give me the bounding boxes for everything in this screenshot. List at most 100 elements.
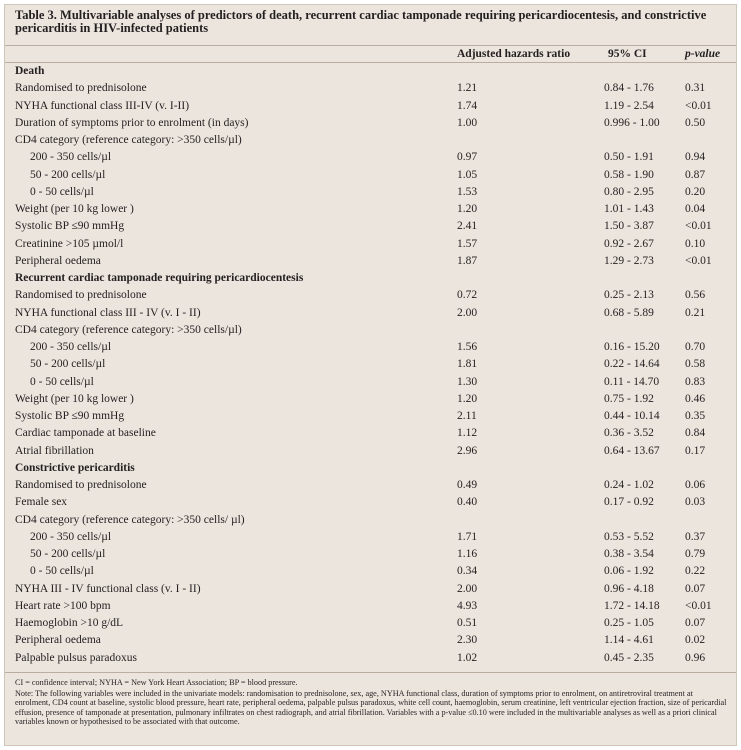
confidence-interval-cell: 0.64 - 13.67 (604, 444, 660, 457)
table-row: 50 - 200 cells/µl 1.81 0.22 - 14.64 0.58 (5, 356, 736, 373)
table-row: 50 - 200 cells/µl 1.16 0.38 - 3.54 0.79 (5, 546, 736, 563)
row-label: 0 - 50 cells/µl (30, 565, 94, 578)
p-value-cell: 0.37 (685, 530, 706, 543)
hazard-ratio-cell: 1.02 (457, 651, 478, 664)
table-row: 200 - 350 cells/µl 1.71 0.53 - 5.52 0.37 (5, 529, 736, 546)
confidence-interval-cell: 0.44 - 10.14 (604, 410, 660, 422)
p-value-cell: 0.06 (685, 479, 706, 491)
table-row: 200 - 350 cells/µl 1.56 0.16 - 15.20 0.70 (5, 339, 736, 356)
table-row: Haemoglobin >10 g/dL 0.51 0.25 - 1.05 0.07 (5, 615, 736, 632)
p-value-cell: 0.20 (685, 185, 706, 198)
row-label: Randomised to prednisolone (15, 82, 147, 95)
confidence-interval-cell: 0.53 - 5.52 (604, 530, 654, 543)
table-row: CD4 category (reference category: >350 c… (5, 322, 736, 339)
confidence-interval-cell: 1.50 - 3.87 (604, 220, 654, 233)
confidence-interval-cell: 0.11 - 14.70 (604, 375, 660, 388)
p-value-cell: 0.58 (685, 358, 706, 371)
methods-note: Note: The following variables were inclu… (15, 688, 727, 727)
table-row: Cardiac tamponade at baseline 1.12 0.36 - … (5, 425, 736, 442)
row-label: Randomised to prednisolone (15, 479, 147, 491)
table-row: 0 - 50 cells/µl 1.30 0.11 - 14.70 0.83 (5, 374, 736, 391)
confidence-interval-cell: 1.72 - 14.18 (604, 599, 660, 612)
p-value-cell: 0.84 (685, 427, 706, 440)
row-label: CD4 category (reference category: >350 c… (15, 323, 242, 336)
p-value-cell: 0.87 (685, 168, 706, 181)
table-row: Female sex 0.40 0.17 - 0.92 0.03 (5, 494, 736, 511)
p-value-cell: 0.07 (685, 582, 706, 595)
row-label: 0 - 50 cells/µl (30, 375, 94, 388)
row-label: Systolic BP ≤90 mmHg (15, 410, 125, 422)
p-value-cell: 0.31 (685, 82, 706, 95)
row-label: Atrial fibrillation (15, 444, 94, 457)
hazard-ratio-cell: 1.21 (457, 82, 478, 95)
table-row: NYHA functional class III-IV (v. I-II) 1.… (5, 98, 736, 115)
p-value-cell: 0.79 (685, 548, 706, 560)
hazard-ratio-cell: 0.51 (457, 617, 478, 629)
table-row: Randomised to prednisolone 0.72 0.25 - 2.1… (5, 287, 736, 304)
confidence-interval-cell: 0.17 - 0.92 (604, 496, 654, 509)
hazard-ratio-cell: 0.49 (457, 479, 478, 491)
table-row: CD4 category (reference category: >350 c… (5, 132, 736, 149)
confidence-interval-cell: 0.96 - 4.18 (604, 582, 654, 595)
hazard-ratio-cell: 0.97 (457, 151, 478, 164)
confidence-interval-cell: 0.68 - 5.89 (604, 306, 654, 319)
confidence-interval-cell: 0.50 - 1.91 (604, 151, 654, 164)
confidence-interval-cell: 1.29 - 2.73 (604, 254, 654, 267)
table-row: Heart rate >100 bpm 4.93 1.72 - 14.18 <0.01 (5, 598, 736, 615)
p-value-cell: <0.01 (685, 254, 712, 267)
table-row: Systolic BP ≤90 mmHg 2.11 0.44 - 10.14 0.35 (5, 408, 736, 425)
row-label: NYHA III - IV functional class (v. I - I… (15, 582, 201, 595)
header-bottom-divider (5, 62, 736, 63)
table-body: Death Randomised to prednisolone 1.21 0.84 … (5, 63, 736, 667)
hazard-ratio-cell: 4.93 (457, 599, 478, 612)
row-label: Death (15, 65, 45, 77)
p-value-cell: 0.46 (685, 392, 706, 405)
table-row: Systolic BP ≤90 mmHg 2.41 1.50 - 3.87 <0.01 (5, 218, 736, 235)
p-value-cell: 0.22 (685, 565, 706, 578)
hazard-ratio-cell: 2.00 (457, 582, 478, 595)
row-label: Female sex (15, 496, 68, 509)
column-header-ci: 95% CI (608, 48, 647, 60)
row-label: Peripheral oedema (15, 634, 101, 647)
abbreviations-note: CI = confidence interval; NYHA = New Yor… (15, 678, 298, 687)
hazard-ratio-cell: 1.87 (457, 254, 478, 267)
p-value-cell: 0.96 (685, 651, 706, 664)
hazard-ratio-cell: 0.72 (457, 289, 478, 302)
confidence-interval-cell: 0.58 - 1.90 (604, 168, 654, 181)
confidence-interval-cell: 0.06 - 1.92 (604, 565, 654, 578)
row-label: Recurrent cardiac tamponade requiring pe… (15, 272, 304, 284)
row-label: Weight (per 10 kg lower ) (15, 203, 134, 215)
confidence-interval-cell: 0.25 - 2.13 (604, 289, 654, 302)
confidence-interval-cell: 0.24 - 1.02 (604, 479, 654, 491)
hazard-ratio-cell: 1.30 (457, 375, 478, 388)
table-row: CD4 category (reference category: >350 c… (5, 512, 736, 529)
row-label: NYHA functional class III-IV (v. I-II) (15, 99, 190, 112)
table-row: Peripheral oedema 2.30 1.14 - 4.61 0.02 (5, 632, 736, 649)
p-value-cell: 0.70 (685, 341, 706, 353)
row-label: NYHA functional class III - IV (v. I - I… (15, 306, 201, 319)
row-label: CD4 category (reference category: >350 c… (15, 134, 242, 146)
confidence-interval-cell: 0.84 - 1.76 (604, 82, 654, 95)
row-label: Constrictive pericarditis (15, 461, 135, 474)
hazard-ratio-cell: 1.16 (457, 548, 478, 560)
row-label: Weight (per 10 kg lower ) (15, 392, 134, 405)
p-value-cell: 0.35 (685, 410, 706, 422)
hazard-ratio-cell: 1.20 (457, 392, 478, 405)
table-title: Table 3. Multivariable analyses of predi… (15, 8, 707, 35)
row-label: 50 - 200 cells/µl (30, 548, 106, 560)
hazard-ratio-cell: 2.00 (457, 306, 478, 319)
row-label: 50 - 200 cells/µl (30, 168, 106, 181)
hazard-ratio-cell: 1.57 (457, 237, 478, 250)
hazard-ratio-cell: 2.96 (457, 444, 478, 457)
hazard-ratio-cell: 1.12 (457, 427, 478, 440)
p-value-cell: 0.50 (685, 116, 706, 129)
p-value-cell: <0.01 (685, 99, 712, 112)
hazard-ratio-cell: 2.11 (457, 410, 477, 422)
table-row: Duration of symptoms prior to enrolment … (5, 115, 736, 132)
row-label: 200 - 350 cells/µl (30, 530, 112, 543)
confidence-interval-cell: 0.92 - 2.67 (604, 237, 654, 250)
row-label: Cardiac tamponade at baseline (15, 427, 156, 440)
hazard-ratio-cell: 1.05 (457, 168, 478, 181)
confidence-interval-cell: 0.80 - 2.95 (604, 185, 654, 198)
table-row: Creatinine >105 µmol/l 1.57 0.92 - 2.67 0.1… (5, 236, 736, 253)
